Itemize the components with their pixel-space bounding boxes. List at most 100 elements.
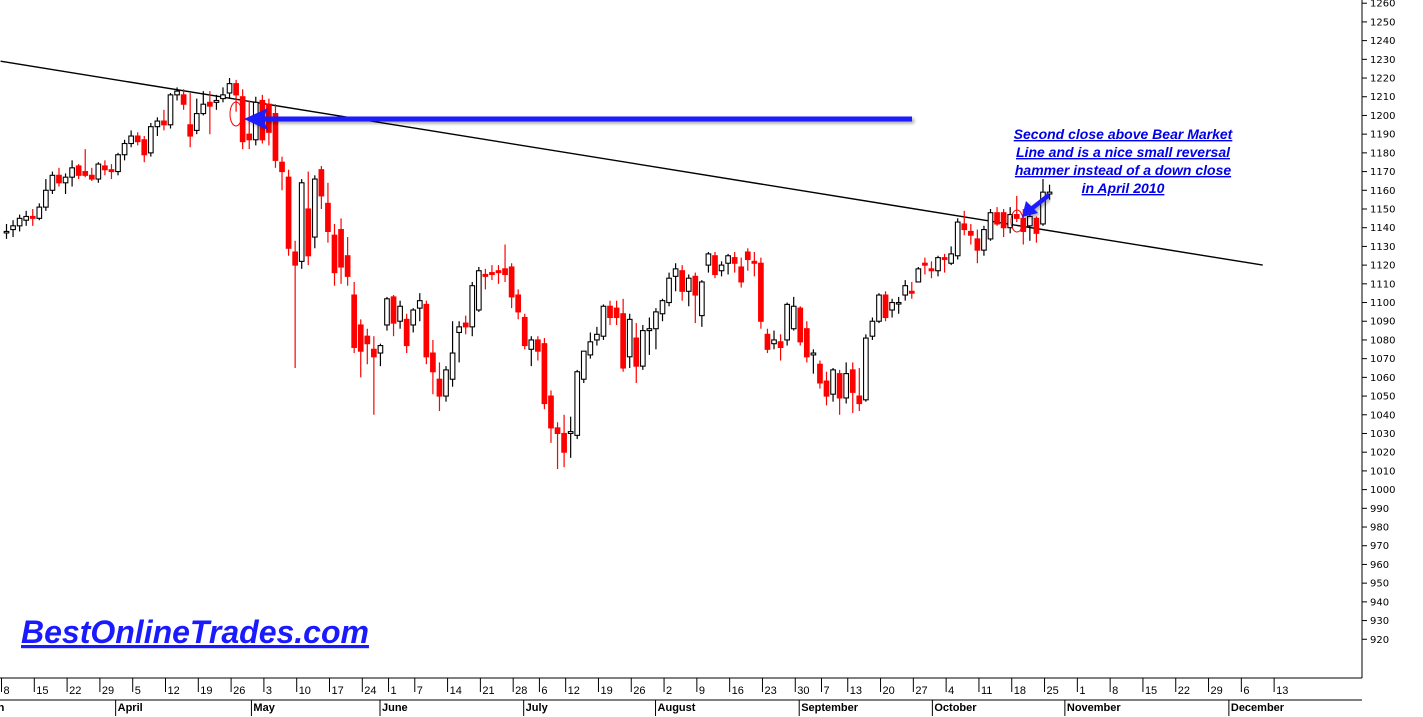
candle-body-up (49, 174, 56, 191)
annotation-arrows (229, 101, 1051, 233)
y-tick-label: 950 (1370, 579, 1389, 590)
candle-body-down (502, 268, 508, 276)
x-tick-label: 21 (482, 685, 494, 697)
candle (1027, 210, 1033, 241)
candle (108, 164, 115, 180)
candle (797, 306, 804, 346)
x-tick-label: 13 (850, 685, 862, 697)
candle (574, 369, 581, 440)
candle-body-up (220, 94, 226, 100)
candle-body-up (935, 257, 941, 272)
candle-body-up (771, 339, 777, 345)
y-tick-label: 1030 (1370, 429, 1395, 440)
x-tick-label: 18 (1014, 685, 1026, 697)
candle-body-up (790, 305, 797, 330)
x-tick-label: 6 (541, 685, 547, 697)
candle (147, 122, 154, 157)
candle-body-down (692, 275, 699, 296)
candle-body-down (777, 341, 784, 348)
y-tick-label: 1060 (1370, 373, 1395, 384)
candle (469, 281, 476, 337)
candle (961, 210, 968, 236)
y-tick-label: 1200 (1370, 111, 1395, 122)
candle (364, 328, 371, 365)
y-tick-label: 1260 (1370, 0, 1395, 10)
y-tick-label: 1250 (1370, 17, 1395, 28)
candle (357, 319, 364, 378)
candle-body-down (180, 94, 187, 105)
candle (495, 265, 502, 284)
candle (207, 91, 213, 135)
candle (23, 210, 30, 226)
candle (443, 366, 449, 402)
candle (167, 92, 174, 129)
candle-body-up (311, 178, 318, 238)
candle (193, 98, 200, 135)
candle (541, 338, 548, 410)
candle-body-down (849, 369, 856, 393)
month-label: September (801, 702, 859, 714)
candle-body-up (121, 142, 128, 156)
candle-body-up (981, 229, 987, 251)
candle-body-up (580, 350, 587, 380)
candle-body-up (469, 285, 476, 328)
candle-body-down (803, 328, 810, 358)
candle (305, 171, 312, 266)
candle-body-down (508, 266, 515, 298)
x-tick-label: 17 (332, 685, 344, 697)
candle-body-up (43, 189, 49, 208)
candle-body-up (16, 217, 23, 227)
candle-body-up (843, 373, 850, 399)
y-tick-label: 1160 (1370, 186, 1395, 197)
candle-body-down (279, 161, 285, 173)
candle-body-up (69, 167, 75, 178)
candle (377, 343, 384, 367)
candle (803, 321, 810, 363)
candle (915, 266, 922, 283)
candle (338, 218, 344, 284)
candle-body-up (200, 103, 207, 115)
annotation-line: Line and is a nice small reversal (1016, 144, 1231, 160)
x-tick-label: 28 (515, 685, 527, 697)
month-label: June (382, 702, 408, 714)
candle-body-down (882, 294, 889, 319)
x-tick-label: 1 (391, 685, 397, 697)
candle-body-down (764, 333, 771, 350)
candle-body-down (187, 124, 194, 137)
month-label: April (118, 702, 143, 714)
diagonal-blue-arrow (1022, 193, 1051, 217)
candle (535, 336, 541, 361)
candle-body-down (620, 313, 626, 369)
candle (843, 362, 850, 404)
candle-body-up (1046, 191, 1053, 195)
candle (882, 291, 889, 322)
y-tick-label: 1040 (1370, 410, 1395, 421)
candle (685, 274, 692, 307)
candle (548, 390, 554, 443)
y-tick-label: 1150 (1370, 204, 1395, 215)
y-tick-label: 1090 (1370, 317, 1395, 328)
y-tick-label: 960 (1370, 560, 1389, 571)
annotation-line: hammer instead of a down close (1015, 162, 1231, 178)
x-tick-label: 8 (4, 685, 10, 697)
y-tick-label: 1190 (1370, 130, 1395, 141)
x-tick-label: 25 (1047, 685, 1059, 697)
x-tick-label: 19 (200, 685, 212, 697)
candle (508, 263, 515, 309)
candle-body-up (62, 176, 69, 184)
candle (436, 362, 443, 412)
candle (88, 167, 95, 181)
candle (594, 326, 600, 346)
month-label: August (658, 702, 696, 714)
candle-body-down (1000, 212, 1007, 229)
candle-body-down (423, 303, 430, 358)
candle-body-down (75, 165, 82, 176)
y-tick-label: 1120 (1370, 261, 1395, 272)
candle (790, 296, 797, 331)
candle-body-up (718, 264, 725, 272)
candle-body-up (36, 206, 43, 219)
candle-body-up (987, 212, 994, 240)
candle (102, 160, 108, 176)
x-tick-label: 23 (764, 685, 776, 697)
